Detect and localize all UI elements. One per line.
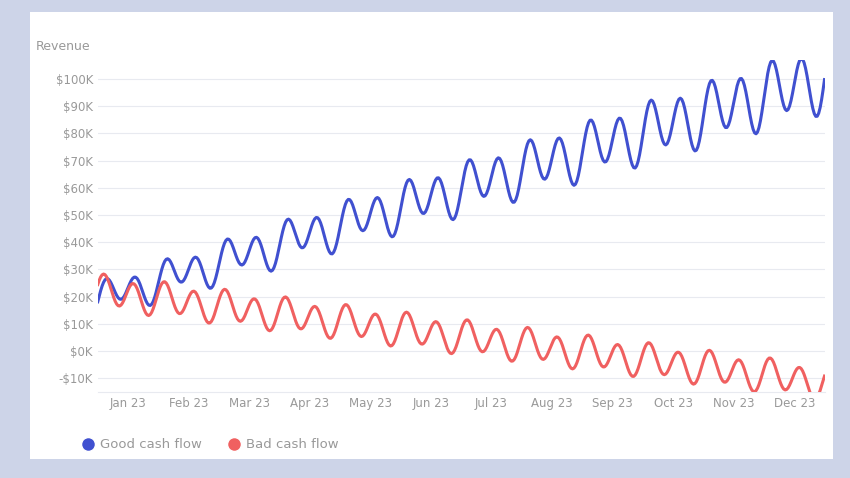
Legend: Good cash flow, Bad cash flow: Good cash flow, Bad cash flow — [83, 438, 338, 451]
Text: Revenue: Revenue — [36, 40, 91, 53]
